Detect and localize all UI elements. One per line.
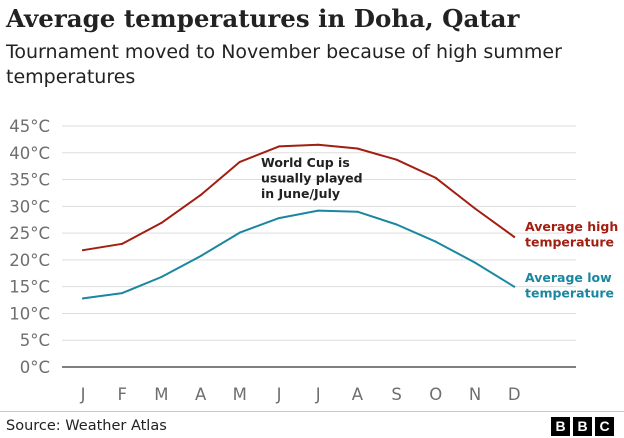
footer-divider [0, 411, 624, 412]
series-label: Average low temperature [525, 270, 614, 301]
x-tick-label: F [117, 385, 127, 404]
data-point [317, 209, 320, 212]
y-tick-label: 20°C [9, 251, 50, 270]
series-line [82, 143, 516, 252]
x-tick-label: J [80, 385, 86, 404]
series-label: Average high temperature [525, 219, 618, 250]
data-point [513, 235, 516, 238]
data-point [121, 292, 124, 295]
y-tick-label: 25°C [9, 224, 50, 243]
y-tick-label: 10°C [9, 304, 50, 323]
temperature-line-chart: 0°C 5°C 10°C 15°C 20°C 25°C 30°C 35°C 40°C 45°C J F… [9, 117, 618, 404]
data-point [160, 276, 163, 279]
bbc-logo-letter: C [595, 417, 614, 436]
y-tick-label: 5°C [20, 331, 50, 350]
y-tick-label: 40°C [9, 144, 50, 163]
x-tick-label: N [469, 385, 481, 404]
x-tick-label: S [391, 385, 401, 404]
x-tick-label: M [233, 385, 247, 404]
series-line [82, 209, 516, 300]
data-point [395, 223, 398, 226]
data-point [356, 147, 359, 150]
chart-subtitle: Tournament moved to November because of … [6, 41, 562, 88]
y-tick-label: 15°C [9, 278, 50, 297]
data-point [474, 261, 476, 264]
annotation-text: World Cup is usually played in June/July [261, 155, 363, 201]
y-tick-label: 45°C [9, 117, 50, 136]
data-point [278, 217, 280, 220]
data-point [82, 249, 84, 252]
x-tick-label: A [195, 385, 207, 404]
data-point [238, 160, 241, 163]
data-point [513, 285, 516, 288]
y-tick-label: 35°C [9, 171, 50, 190]
data-point [82, 297, 84, 300]
data-point [434, 240, 437, 243]
x-tick-label: A [352, 385, 364, 404]
x-tick-label: J [315, 385, 321, 404]
data-point [434, 176, 437, 179]
data-point [317, 143, 320, 146]
y-tick-label: 0°C [20, 358, 50, 377]
data-point [474, 207, 476, 210]
data-point [238, 231, 241, 234]
x-tick-label: J [276, 385, 282, 404]
source-note: Source: Weather Atlas [6, 418, 167, 434]
data-point [160, 221, 163, 224]
data-point [395, 158, 398, 161]
x-tick-label: D [508, 385, 521, 404]
bbc-logo-letter: B [573, 417, 592, 436]
bbc-logo: B B C [551, 417, 614, 436]
data-point [356, 210, 359, 213]
y-tick-label: 30°C [9, 197, 50, 216]
data-point [278, 145, 280, 148]
data-point [121, 242, 124, 245]
x-tick-label: M [154, 385, 168, 404]
bbc-logo-letter: B [551, 417, 570, 436]
data-point [199, 194, 202, 197]
data-point [199, 255, 202, 258]
x-tick-label: O [429, 385, 442, 404]
chart-title: Average temperatures in Doha, Qatar [6, 4, 520, 33]
